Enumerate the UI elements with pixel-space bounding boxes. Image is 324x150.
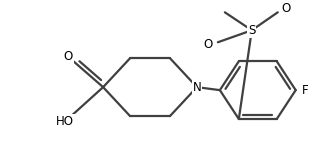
- Text: S: S: [248, 24, 256, 37]
- Text: N: N: [192, 81, 201, 94]
- Text: HO: HO: [56, 115, 74, 128]
- Text: F: F: [302, 84, 309, 97]
- Text: O: O: [64, 50, 73, 63]
- Text: O: O: [203, 38, 213, 51]
- Text: O: O: [281, 2, 290, 15]
